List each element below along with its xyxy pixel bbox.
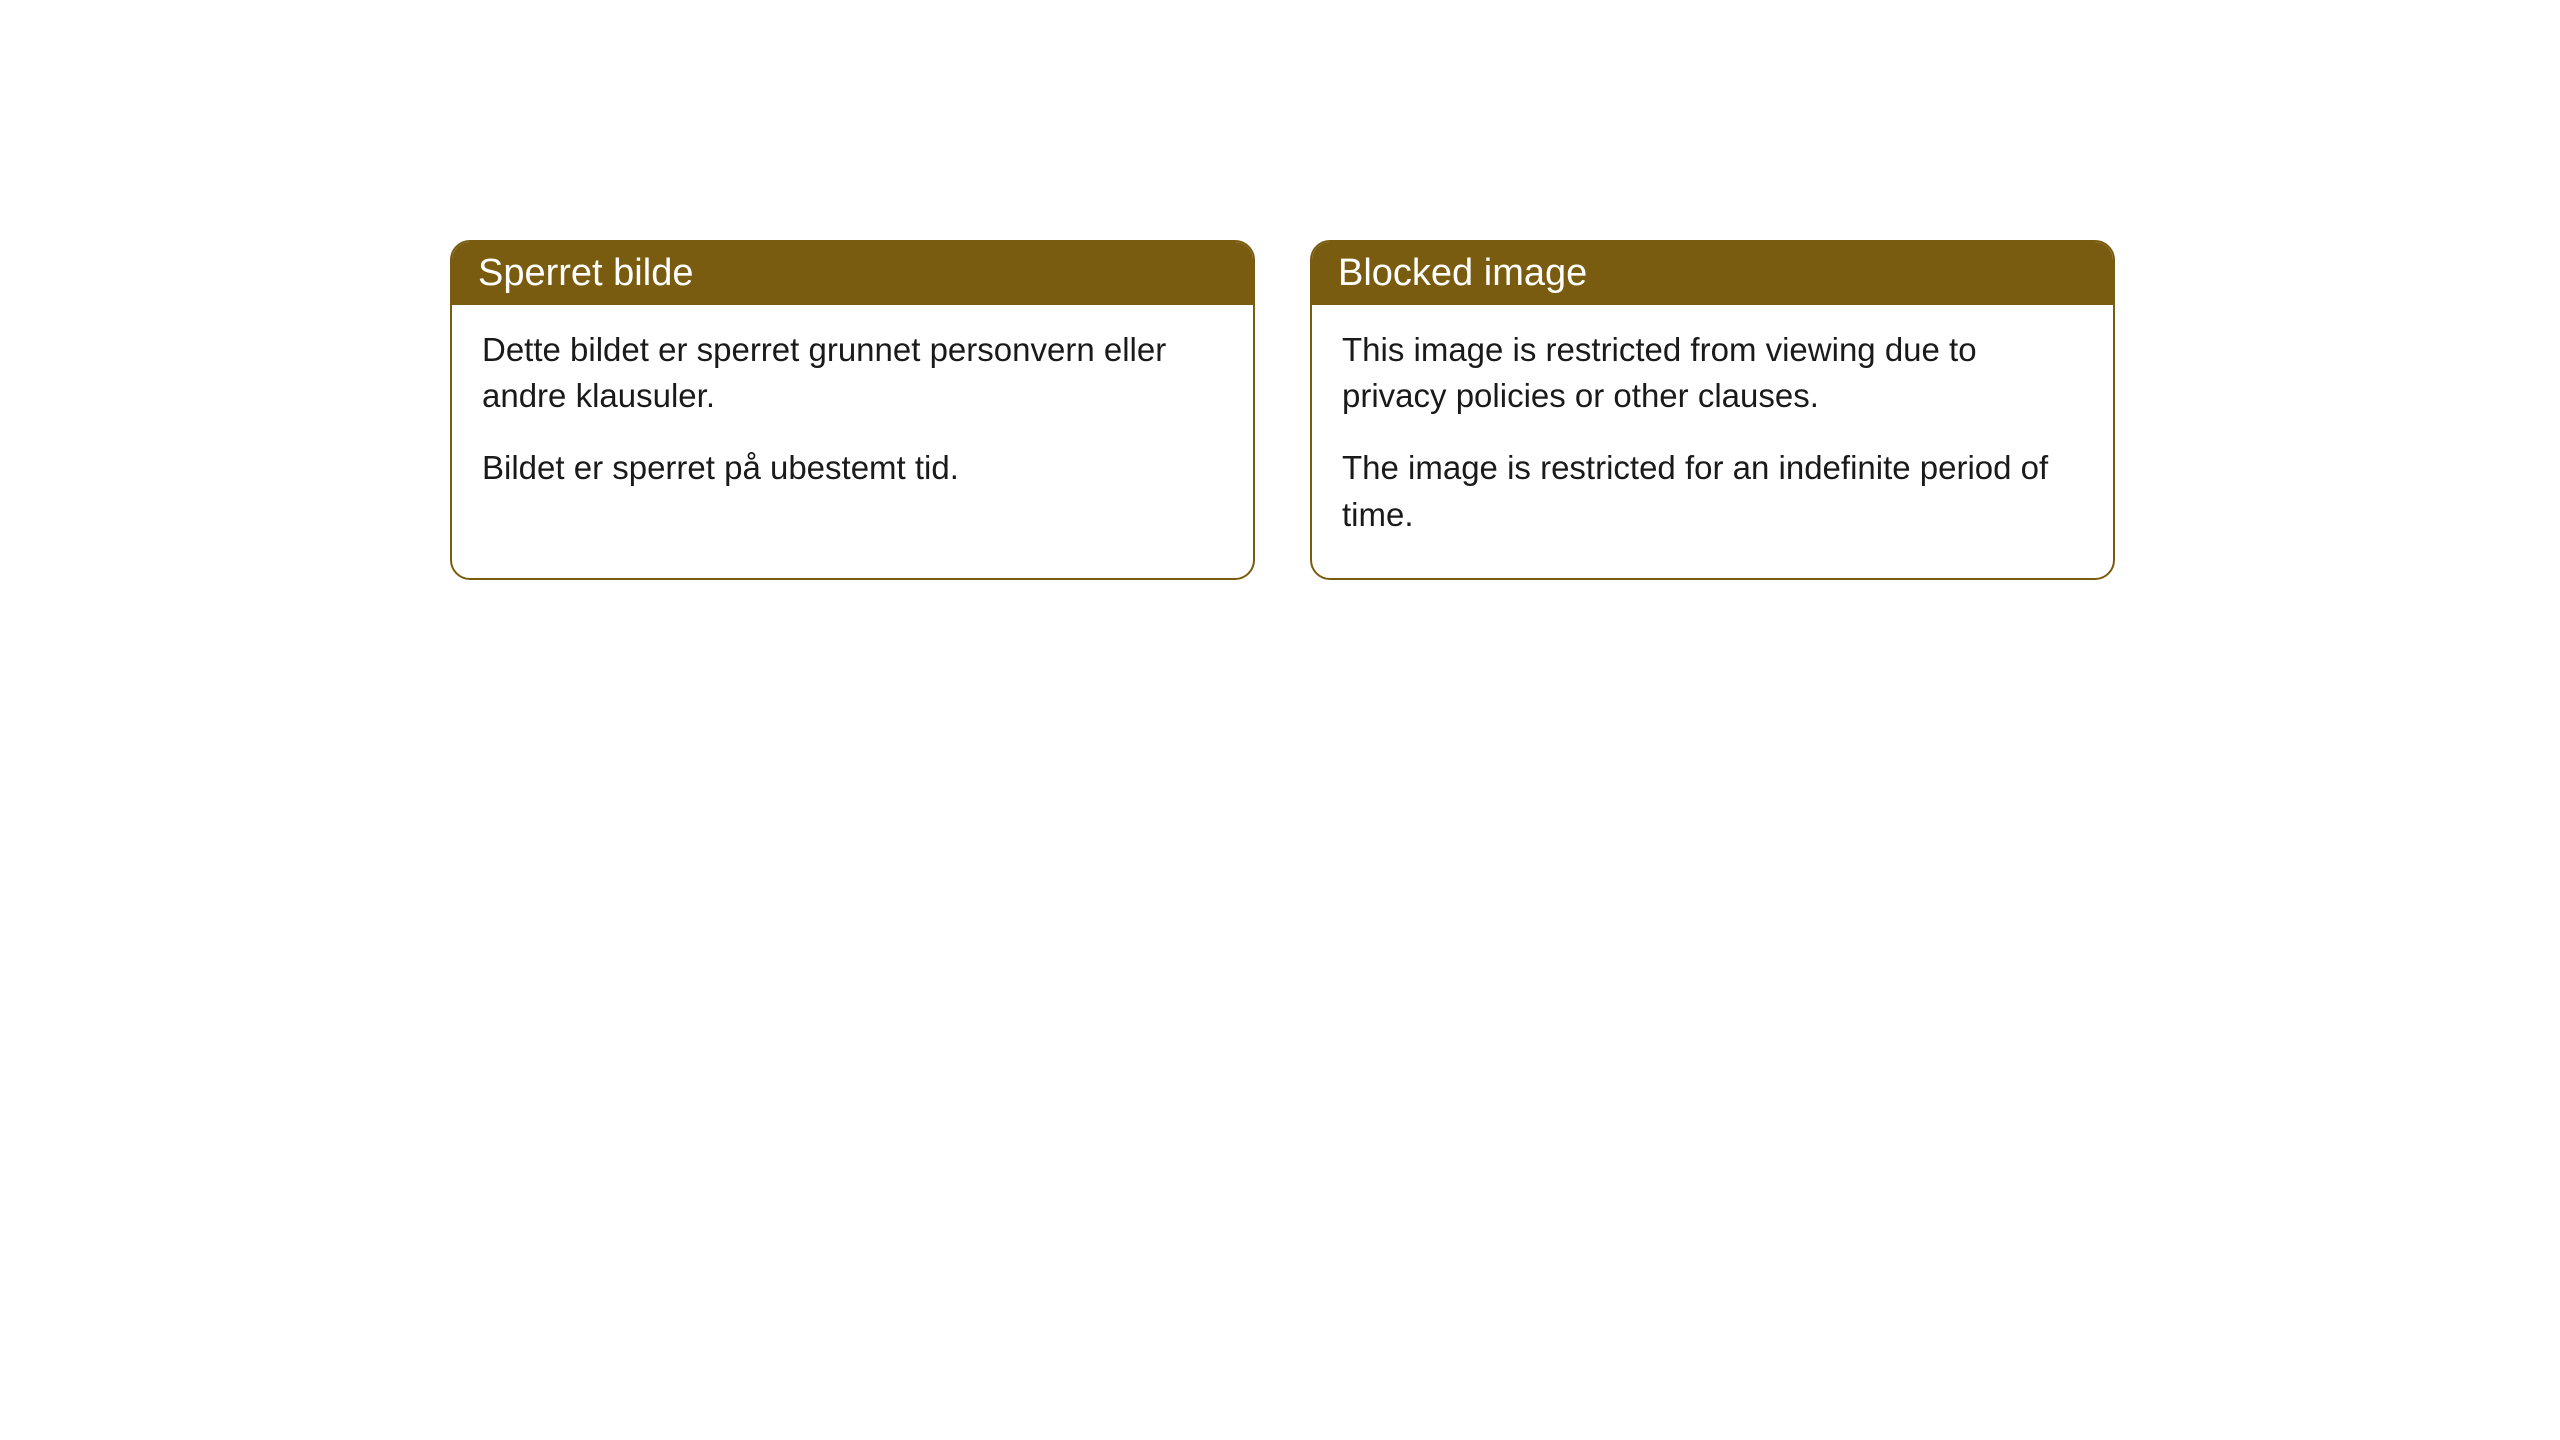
notice-cards-container: Sperret bilde Dette bildet er sperret gr… <box>450 240 2115 580</box>
notice-text-norwegian-p2: Bildet er sperret på ubestemt tid. <box>482 445 1223 491</box>
notice-text-english-p1: This image is restricted from viewing du… <box>1342 327 2083 419</box>
notice-text-norwegian-p1: Dette bildet er sperret grunnet personve… <box>482 327 1223 419</box>
card-header-english: Blocked image <box>1312 242 2113 305</box>
notice-text-english-p2: The image is restricted for an indefinit… <box>1342 445 2083 537</box>
blocked-image-card-english: Blocked image This image is restricted f… <box>1310 240 2115 580</box>
card-body-english: This image is restricted from viewing du… <box>1312 305 2113 578</box>
card-header-norwegian: Sperret bilde <box>452 242 1253 305</box>
blocked-image-card-norwegian: Sperret bilde Dette bildet er sperret gr… <box>450 240 1255 580</box>
card-body-norwegian: Dette bildet er sperret grunnet personve… <box>452 305 1253 532</box>
